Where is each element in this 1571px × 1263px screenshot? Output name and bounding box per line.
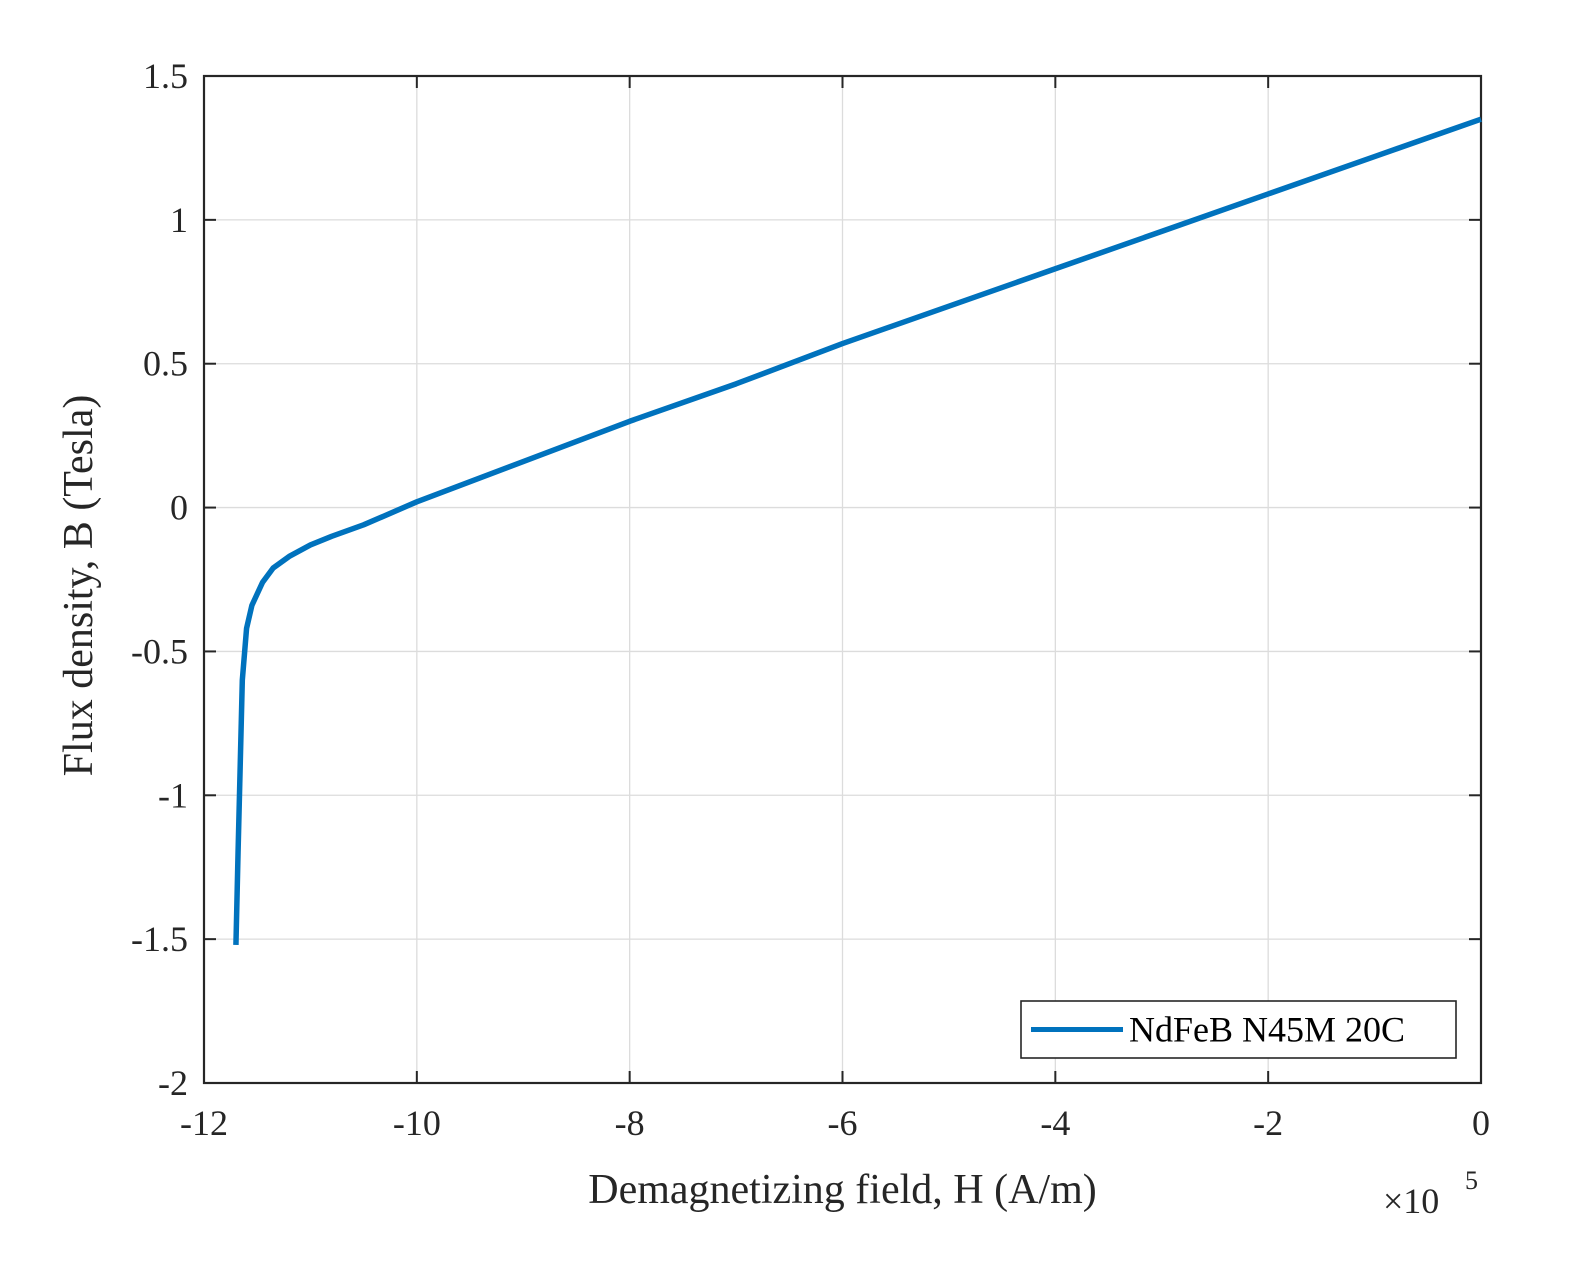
y-tick-label: 1.5 [143,56,188,96]
x-axis-title: Demagnetizing field, H (A/m) [588,1167,1097,1213]
x-tick-label: -4 [1040,1103,1070,1143]
y-tick-label: -2 [158,1063,188,1103]
x-axis-multiplier: ×10 [1383,1181,1439,1221]
legend: NdFeB N45M 20C [1020,1000,1457,1059]
x-tick-label: 0 [1472,1103,1490,1143]
y-axis-title: Flux density, B (Tesla) [56,395,102,777]
x-tick-label: -8 [615,1103,645,1143]
plot-area-frame [202,74,1483,1085]
x-tick-label: -2 [1253,1103,1283,1143]
x-tick-label: -10 [393,1103,441,1143]
x-tick-label: -6 [828,1103,858,1143]
tick-labels: -12 -10 -8 -6 -4 -2 0 -2 -1.5 -1 -0.5 0 0.5 1 1.5 [131,56,1490,1143]
y-tick-label: 0.5 [143,344,188,384]
series-layer [233,116,1482,945]
y-tick-label: -1 [158,775,188,815]
x-tick-label: -12 [180,1103,228,1143]
y-tick-label: -1.5 [131,919,188,959]
x-axis-multiplier-exponent: 5 [1465,1166,1478,1195]
legend-label: NdFeB N45M 20C [1129,1010,1405,1050]
y-tick-label: 0 [170,488,188,528]
y-tick-label: 1 [170,200,188,240]
series-line [233,116,1482,945]
x-axis-exponent: ×10 5 [1383,1166,1478,1221]
grid [203,75,1482,1084]
y-tick-label: -0.5 [131,631,188,671]
